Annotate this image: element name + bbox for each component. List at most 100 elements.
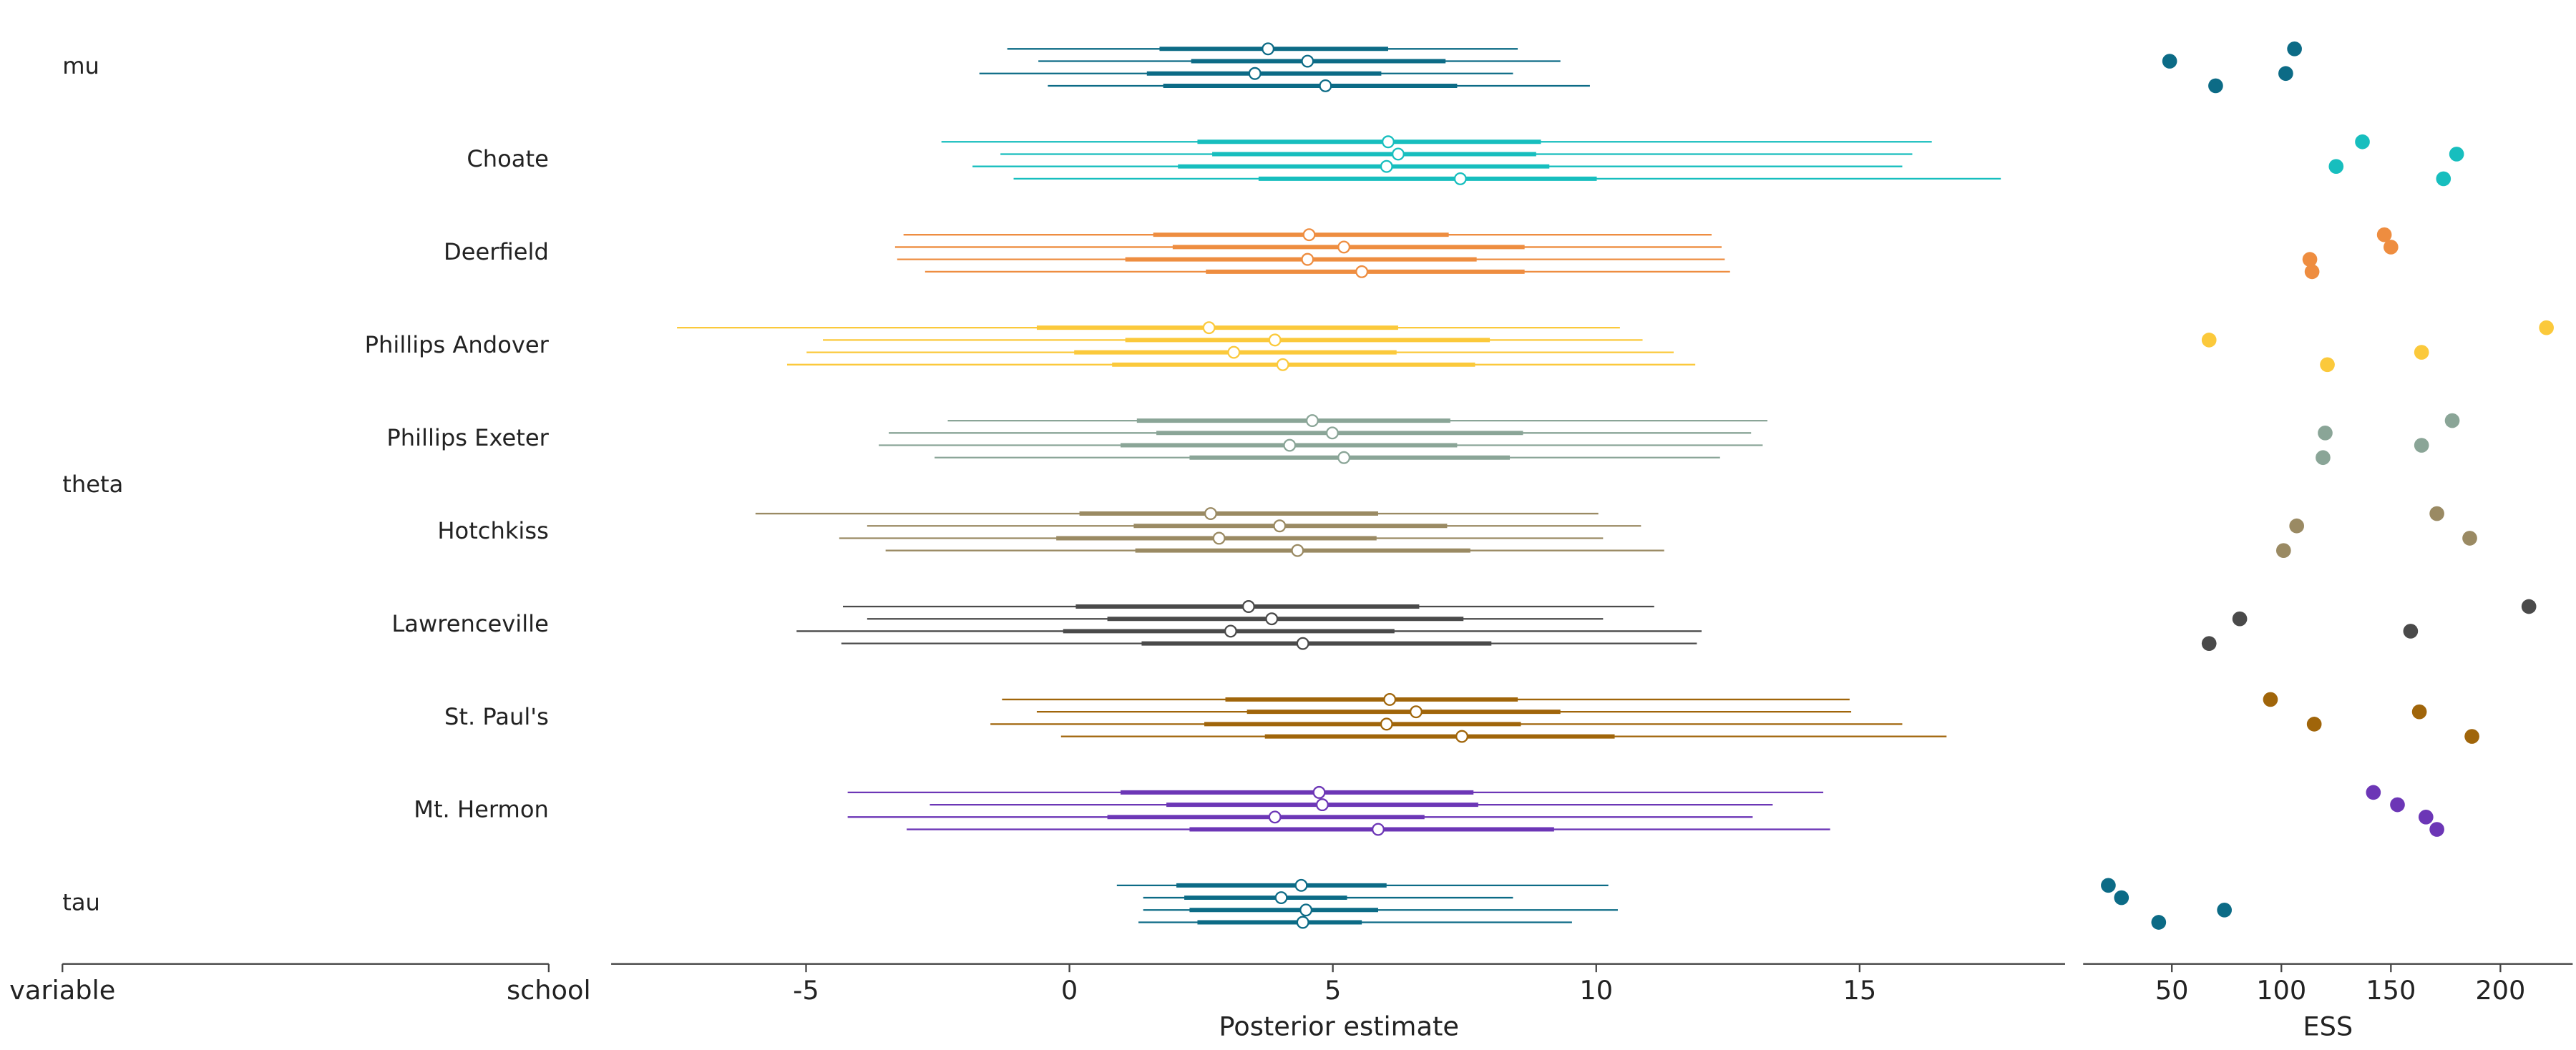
ess-point	[2376, 227, 2392, 242]
ess-point	[2429, 822, 2444, 837]
ess-point	[2320, 357, 2335, 373]
x-tick-label: 0	[1061, 975, 1078, 1006]
median	[1305, 414, 1319, 428]
median	[1380, 717, 1393, 731]
ess-point	[2302, 252, 2318, 267]
ess-point	[2521, 599, 2537, 614]
median	[1383, 692, 1397, 706]
ess-point	[2151, 915, 2167, 930]
ess-point	[2201, 636, 2217, 651]
median	[1241, 600, 1255, 613]
ess-point	[2316, 450, 2331, 466]
median	[1337, 451, 1351, 464]
ess-point	[2366, 785, 2381, 800]
median	[1299, 903, 1313, 917]
ess-point	[2464, 729, 2479, 744]
ess-point	[2278, 66, 2293, 82]
median	[1302, 228, 1316, 242]
ess-point	[2304, 264, 2320, 280]
median	[1262, 42, 1275, 56]
median	[1224, 624, 1237, 638]
ess-point	[2436, 171, 2451, 187]
median	[1202, 321, 1216, 335]
school-label: Lawrenceville	[391, 610, 548, 637]
median	[1274, 891, 1288, 905]
ess-tick-label: 200	[2475, 975, 2525, 1006]
ess-point	[2114, 890, 2129, 906]
median	[1227, 345, 1241, 359]
ess-point	[2217, 902, 2232, 918]
median	[1355, 265, 1369, 278]
median	[1273, 519, 1287, 533]
school-label: Hotchkiss	[437, 517, 548, 544]
median	[1268, 333, 1282, 347]
ess-point	[2232, 611, 2248, 627]
ess-point	[2162, 54, 2177, 69]
variable-label: tau	[62, 889, 100, 916]
ess-point	[2449, 147, 2464, 162]
ess-point	[2318, 425, 2333, 441]
median	[1319, 79, 1332, 92]
median	[1268, 810, 1282, 824]
ess-point	[2101, 878, 2116, 893]
ess-point	[2414, 438, 2429, 453]
x-axis-label: Posterior estimate	[1219, 1011, 1459, 1042]
variable-label: mu	[62, 52, 99, 79]
ess-point	[2289, 518, 2305, 534]
school-label: Phillips Exeter	[386, 424, 549, 451]
ess-point	[2275, 543, 2291, 559]
ess-point	[2429, 506, 2444, 521]
ess-point	[2208, 78, 2223, 94]
ess-point	[2355, 134, 2370, 149]
median	[1204, 507, 1217, 520]
median	[1380, 160, 1393, 173]
median	[1315, 798, 1329, 812]
ess-point	[2306, 717, 2322, 732]
median	[1248, 67, 1262, 80]
x-tick-label: 5	[1324, 975, 1341, 1006]
x-tick-label: 10	[1579, 975, 1613, 1006]
ess-tick-label: 50	[2155, 975, 2189, 1006]
column-header: variable	[9, 975, 115, 1006]
ess-point	[2539, 320, 2554, 335]
median	[1212, 531, 1226, 545]
ess-point	[2383, 240, 2399, 255]
median	[1276, 358, 1289, 371]
ess-point	[2418, 809, 2434, 825]
x-tick-label: 15	[1843, 975, 1876, 1006]
median	[1296, 916, 1309, 929]
median	[1312, 785, 1326, 799]
school-label: Phillips Andover	[365, 331, 550, 358]
ess-point	[2201, 333, 2217, 348]
ess-point	[2328, 159, 2344, 175]
school-label: Mt. Hermon	[414, 796, 549, 823]
median	[1301, 54, 1314, 68]
median	[1337, 240, 1351, 254]
median	[1391, 147, 1405, 161]
ess-tick-label: 150	[2366, 975, 2416, 1006]
school-label: St. Paul's	[444, 703, 549, 730]
ess-tick-label: 100	[2256, 975, 2306, 1006]
variable-label: theta	[62, 471, 123, 498]
median	[1410, 705, 1423, 719]
median	[1453, 172, 1467, 185]
ess-point	[2414, 345, 2429, 360]
ess-point	[2444, 413, 2460, 428]
school-label: Choate	[467, 145, 549, 172]
median	[1325, 426, 1339, 440]
median	[1294, 878, 1308, 892]
ess-point	[2287, 41, 2302, 57]
median	[1283, 438, 1297, 452]
ess-point	[2411, 704, 2427, 720]
median	[1455, 730, 1468, 743]
median	[1291, 544, 1304, 557]
median	[1296, 637, 1309, 650]
ess-point	[2403, 624, 2419, 639]
ess-point	[2390, 797, 2405, 813]
column-header: school	[507, 975, 591, 1006]
school-label: Deerfield	[444, 238, 549, 265]
ess-point	[2263, 692, 2278, 707]
median	[1301, 252, 1314, 266]
median	[1382, 135, 1395, 149]
